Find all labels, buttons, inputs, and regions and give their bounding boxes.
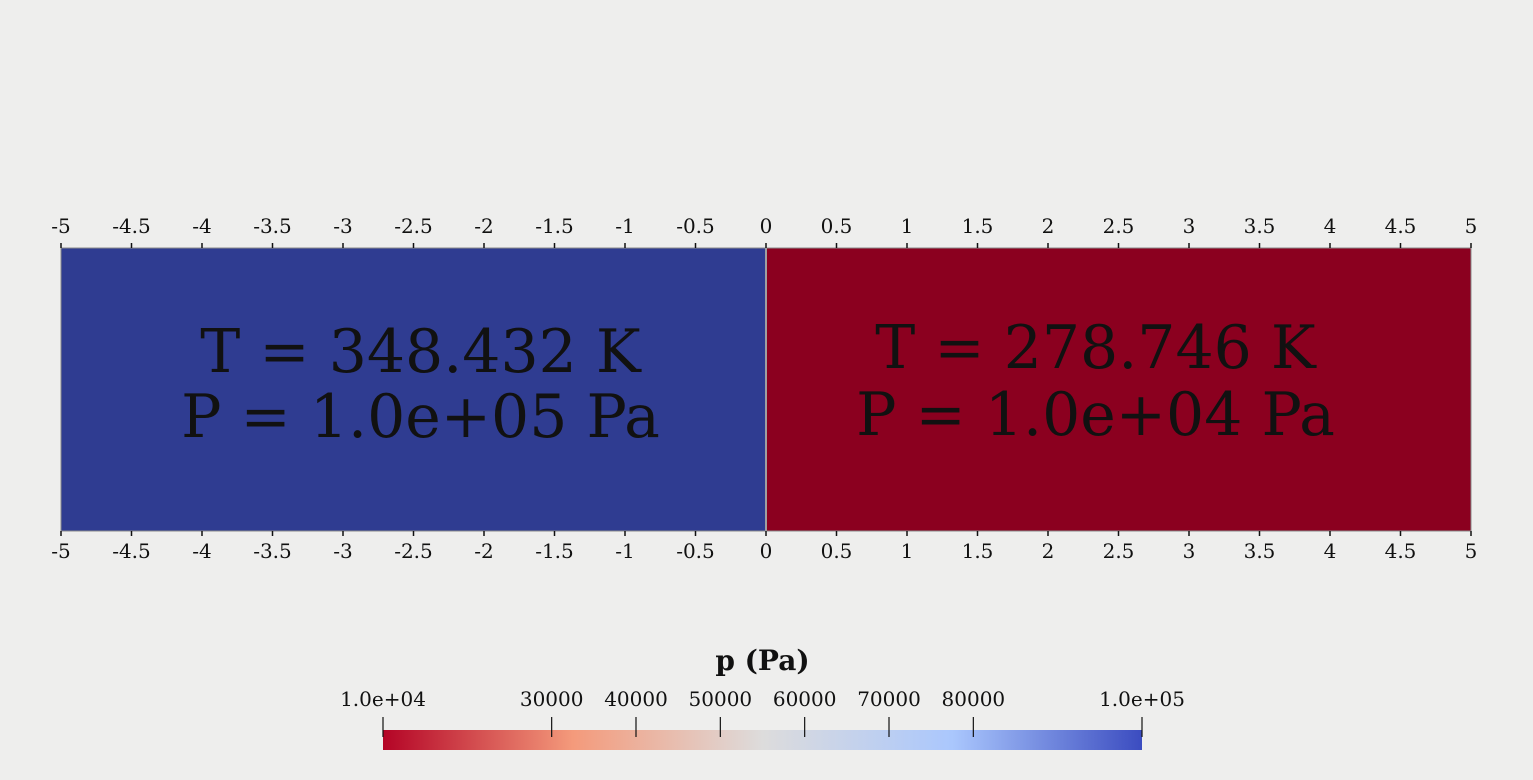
colorbar-tick-label: 1.0e+04 xyxy=(340,687,426,711)
colorbar-title: p (Pa) xyxy=(715,644,809,677)
bottom-axis: -5 -4.5 -4 -3.5 -3 -2.5 -2 -1.5 -1 -0.5 0 0.5 1 1.5 2 2… xyxy=(51,531,1477,563)
bottom-axis-tick-label: -0.5 xyxy=(676,539,715,563)
top-axis-tick-label: 1 xyxy=(901,214,914,238)
colorbar-tick-label: 50000 xyxy=(689,687,753,711)
bottom-axis-tick-label: -1.5 xyxy=(535,539,574,563)
domain-regions xyxy=(60,247,1472,532)
bottom-axis-tick-label: -2 xyxy=(474,539,493,563)
top-axis-tick-label: -4 xyxy=(192,214,211,238)
bottom-axis-tick-label: -3 xyxy=(333,539,352,563)
bottom-axis-tick-label: 0 xyxy=(760,539,773,563)
left-temperature-label: T = 348.432 K xyxy=(200,317,642,387)
colorbar-tick-label: 60000 xyxy=(773,687,837,711)
bottom-axis-tick-label: 4 xyxy=(1324,539,1337,563)
top-axis-tick-label: 0.5 xyxy=(821,214,853,238)
right-state-labels: T = 278.746 K P = 1.0e+04 Pa xyxy=(856,313,1335,450)
top-axis-tick-label: 2.5 xyxy=(1103,214,1135,238)
top-axis-tick-label: 1.5 xyxy=(962,214,994,238)
top-axis-tick-label: 4 xyxy=(1324,214,1337,238)
bottom-axis-tick-label: -3.5 xyxy=(253,539,292,563)
top-axis-tick-label: -1 xyxy=(615,214,634,238)
bottom-axis-tick-label: 3 xyxy=(1183,539,1196,563)
bottom-axis-tick-label: -4.5 xyxy=(112,539,151,563)
bottom-axis-tick-label: 2 xyxy=(1042,539,1055,563)
bottom-axis-tick-label: 1.5 xyxy=(962,539,994,563)
top-axis-tick-label: -0.5 xyxy=(676,214,715,238)
bottom-axis-tick-label: -5 xyxy=(51,539,70,563)
bottom-axis-tick-label: 3.5 xyxy=(1244,539,1276,563)
colorbar: p (Pa) 1.0e+04 30000 40000 50000 60000 70000 8… xyxy=(340,644,1185,750)
top-axis-tick-label: -4.5 xyxy=(112,214,151,238)
colorbar-tick-label: 1.0e+05 xyxy=(1099,687,1185,711)
bottom-axis-tick-label: 1 xyxy=(901,539,914,563)
top-axis-tick-label: 0 xyxy=(760,214,773,238)
left-state-region xyxy=(60,247,767,532)
bottom-axis-tick-label: 4.5 xyxy=(1385,539,1417,563)
top-axis-tick-label: -3 xyxy=(333,214,352,238)
top-axis-tick-label: -5 xyxy=(51,214,70,238)
top-axis-tick-label: 2 xyxy=(1042,214,1055,238)
right-temperature-label: T = 278.746 K xyxy=(875,313,1317,383)
bottom-axis-tick-label: -2.5 xyxy=(394,539,433,563)
top-axis-tick-label: 3 xyxy=(1183,214,1196,238)
top-axis-tick-label: -1.5 xyxy=(535,214,574,238)
colorbar-tick-label: 70000 xyxy=(857,687,921,711)
top-axis: -5 -4.5 -4 -3.5 -3 -2.5 -2 -1.5 -1 -0.5 0 0.5 1 1.5 2 2… xyxy=(51,214,1477,248)
bottom-axis-tick-label: 5 xyxy=(1465,539,1478,563)
colorbar-tick-label: 40000 xyxy=(604,687,668,711)
top-axis-tick-label: 5 xyxy=(1465,214,1478,238)
top-axis-tick-label: -2 xyxy=(474,214,493,238)
left-state-labels: T = 348.432 K P = 1.0e+05 Pa xyxy=(181,317,660,452)
bottom-axis-tick-label: -1 xyxy=(615,539,634,563)
top-axis-tick-label: -2.5 xyxy=(394,214,433,238)
top-axis-tick-label: 3.5 xyxy=(1244,214,1276,238)
colorbar-gradient xyxy=(383,730,1142,750)
top-axis-tick-label: -3.5 xyxy=(253,214,292,238)
bottom-axis-tick-label: 0.5 xyxy=(821,539,853,563)
bottom-axis-tick-label: 2.5 xyxy=(1103,539,1135,563)
top-axis-tick-label: 4.5 xyxy=(1385,214,1417,238)
right-pressure-label: P = 1.0e+04 Pa xyxy=(856,380,1335,450)
left-pressure-label: P = 1.0e+05 Pa xyxy=(181,382,660,452)
colorbar-tick-label: 30000 xyxy=(520,687,584,711)
colorbar-ticks: 1.0e+04 30000 40000 50000 60000 70000 80000 1.0… xyxy=(340,687,1185,737)
right-state-region xyxy=(765,247,1472,532)
colorbar-tick-label: 80000 xyxy=(942,687,1006,711)
bottom-axis-tick-label: -4 xyxy=(192,539,211,563)
